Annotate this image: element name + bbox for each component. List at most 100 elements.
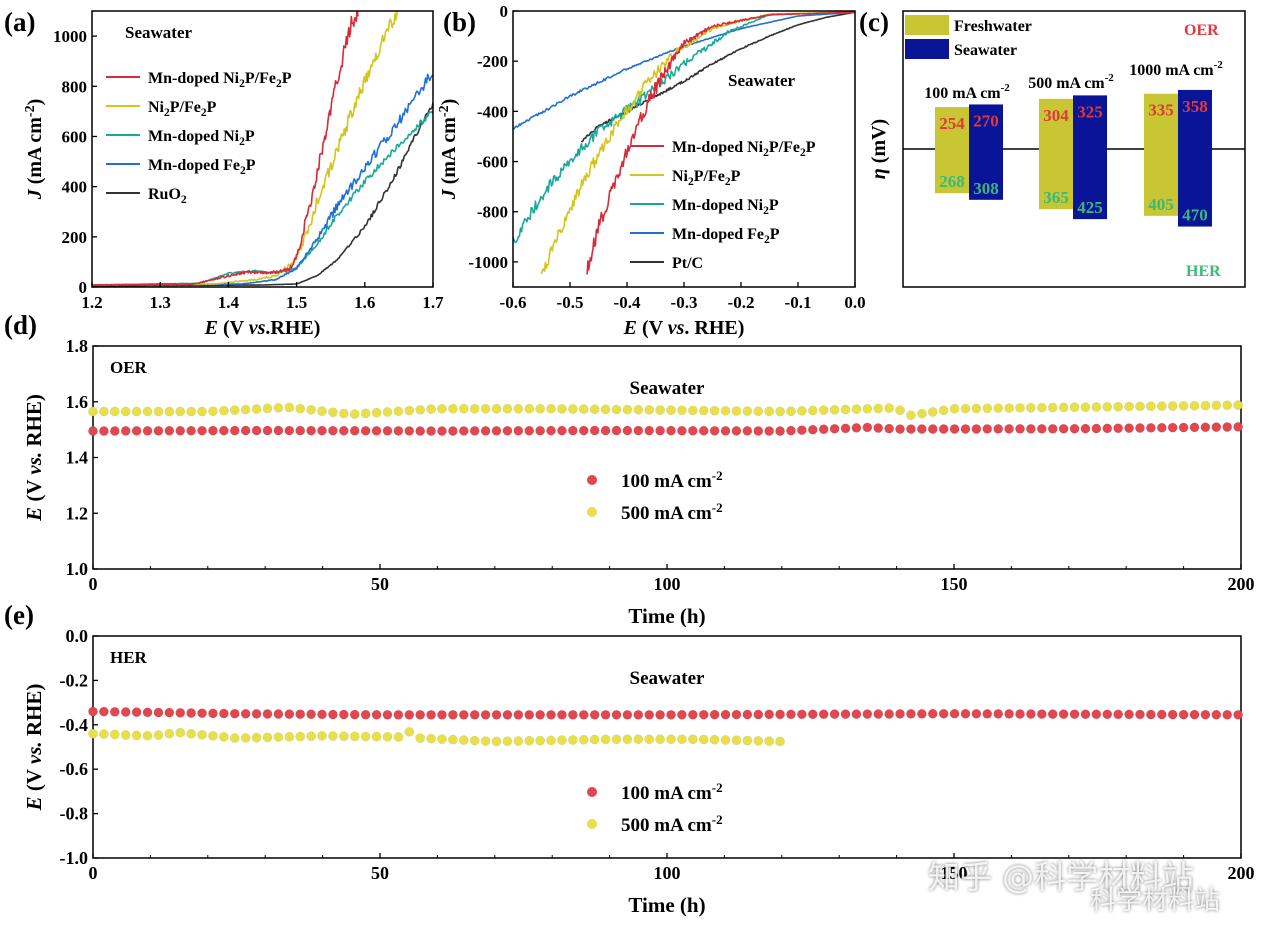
data-point-500ma: [622, 404, 633, 415]
data-point-100ma: [906, 424, 916, 434]
legend-subscript: 2: [164, 107, 170, 119]
data-point-500ma: [175, 727, 186, 738]
data-point-500ma: [338, 408, 349, 419]
data-point-100ma: [709, 425, 720, 436]
data-point-500ma: [1036, 402, 1047, 413]
data-point-100ma: [197, 708, 207, 719]
data-point-100ma: [742, 709, 753, 720]
y-tick-label: 0.0: [66, 626, 89, 646]
data-point-100ma: [568, 709, 578, 720]
data-point-100ma: [1156, 709, 1167, 720]
bar-value-oer: 325: [1077, 102, 1103, 121]
data-point-100ma: [393, 709, 404, 720]
axis-italic: E: [623, 317, 637, 339]
bar-her-freshwater: [935, 149, 969, 194]
legend-text: Mn-doped Ni: [148, 70, 240, 87]
data-point-100ma: [338, 709, 349, 720]
data-point-500ma: [666, 405, 676, 416]
data-point-500ma: [589, 404, 600, 415]
legend-subscript: 2: [239, 78, 245, 90]
x-tick-label: 200: [1228, 574, 1255, 594]
data-point-500ma: [1200, 400, 1211, 411]
data-point-500ma: [568, 735, 578, 745]
data-point-100ma: [317, 709, 327, 720]
data-point-100ma: [219, 708, 229, 719]
data-point-100ma: [546, 425, 556, 436]
data-point-500ma: [895, 405, 905, 416]
data-point-100ma: [753, 426, 764, 436]
legend-entry: 100 mA cm-2: [621, 780, 723, 804]
data-point-500ma: [175, 406, 186, 417]
data-point-100ma: [1091, 709, 1102, 720]
data-point-100ma: [99, 426, 109, 436]
axis-italic: η: [868, 168, 890, 179]
data-point-100ma: [993, 709, 1004, 719]
data-point-100ma: [1222, 709, 1233, 720]
data-point-500ma: [633, 404, 644, 415]
axis-italic: E: [22, 507, 46, 522]
axis-text: (mA cm: [24, 117, 46, 190]
data-point-100ma: [557, 709, 567, 720]
legend-entry: Freshwater: [954, 18, 1032, 35]
legend-superscript: -2: [712, 780, 723, 795]
y-tick-label: -1.0: [60, 848, 89, 868]
axis-text: .RHE): [265, 317, 320, 339]
y-tick-label: -0.6: [60, 759, 89, 779]
data-point-500ma: [633, 734, 644, 745]
data-point-500ma: [426, 404, 436, 414]
legend-subscript: 2: [276, 78, 282, 90]
data-point-100ma: [578, 709, 589, 720]
y-axis-label: E (V vs. RHE): [22, 684, 46, 812]
data-point-100ma: [611, 709, 622, 720]
data-point-100ma: [1004, 709, 1014, 719]
data-point-100ma: [458, 426, 469, 436]
data-point-500ma: [480, 403, 491, 414]
data-point-100ma: [480, 426, 491, 436]
data-point-500ma: [295, 403, 306, 414]
data-point-100ma: [186, 708, 196, 718]
data-point-100ma: [895, 424, 905, 434]
y-tick-label: 400: [62, 178, 88, 197]
data-point-500ma: [764, 736, 775, 746]
data-point-500ma: [164, 728, 175, 739]
data-point-500ma: [262, 732, 273, 743]
data-point-500ma: [720, 405, 731, 416]
y-tick-label: -1000: [468, 253, 508, 272]
data-point-100ma: [622, 425, 633, 436]
data-point-500ma: [1167, 401, 1178, 411]
panel-label: (b): [443, 7, 476, 37]
legend-subscript: 2: [201, 107, 207, 119]
data-point-100ma: [687, 709, 698, 720]
data-point-100ma: [524, 709, 535, 720]
data-point-500ma: [1102, 401, 1113, 412]
x-tick-label: 150: [941, 863, 968, 883]
data-point-100ma: [229, 425, 240, 436]
data-point-100ma: [818, 709, 829, 720]
data-point-100ma: [666, 425, 676, 436]
x-tick-label: -0.6: [500, 293, 527, 312]
data-point-100ma: [862, 422, 873, 433]
data-point-100ma: [1135, 423, 1145, 433]
x-axis-label: Time (h): [628, 604, 705, 628]
data-point-500ma: [873, 403, 884, 414]
data-point-100ma: [175, 707, 186, 718]
legend-subscript: 2: [181, 194, 187, 206]
data-point-100ma: [797, 425, 807, 436]
data-point-500ma: [437, 403, 447, 414]
x-tick-label: 1.6: [354, 293, 375, 312]
data-point-100ma: [1026, 424, 1036, 434]
data-point-100ma: [873, 709, 884, 719]
legend-entry: RuO2: [148, 186, 187, 206]
data-point-100ma: [1080, 423, 1091, 434]
data-point-500ma: [1146, 401, 1156, 412]
legend-entry: Mn-doped Ni2P/Fe2P: [672, 139, 816, 159]
x-tick-label: 0.0: [844, 293, 865, 312]
legend-subscript: 2: [240, 165, 246, 177]
y-tick-label: -200: [477, 52, 508, 71]
data-point-100ma: [186, 425, 196, 436]
legend-entry: Ni2P/Fe2P: [148, 99, 217, 119]
data-point-100ma: [426, 426, 436, 436]
data-point-100ma: [1222, 422, 1233, 432]
data-point-100ma: [229, 708, 240, 719]
data-point-100ma: [393, 426, 404, 436]
